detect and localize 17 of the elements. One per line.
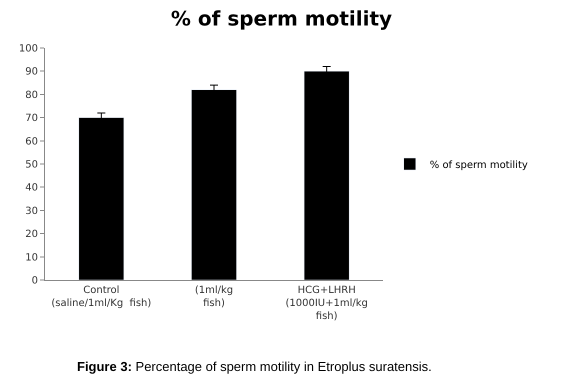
y-tick-label: 20 bbox=[25, 229, 38, 240]
y-tick-label: 50 bbox=[25, 160, 38, 170]
y-tick-label: 60 bbox=[25, 136, 38, 148]
y-tick-label: 80 bbox=[25, 90, 38, 101]
y-tick-label: 40 bbox=[25, 182, 38, 194]
y-tick-label: 90 bbox=[25, 66, 38, 78]
x-tick-label: Control (saline/1ml/Kg fish) bbox=[51, 285, 152, 309]
caption: Figure 3: Percentage of sperm motility in Etroplus suratensis. bbox=[77, 359, 432, 374]
y-tick-label: 0 bbox=[32, 276, 38, 286]
x-tick-label: HCG+LHRH (1000IU+1ml/kg fish) bbox=[285, 285, 368, 322]
y-tick-label: 100 bbox=[18, 44, 38, 54]
y-tick-label: 70 bbox=[25, 113, 38, 124]
y-tick-label: 10 bbox=[25, 252, 38, 264]
x-tick-label: (1ml/kg fish) bbox=[194, 285, 234, 309]
chart-title: % of sperm motility bbox=[170, 6, 392, 31]
legend-label: % of sperm motility bbox=[430, 160, 528, 171]
y-tick-label: 30 bbox=[25, 206, 38, 217]
